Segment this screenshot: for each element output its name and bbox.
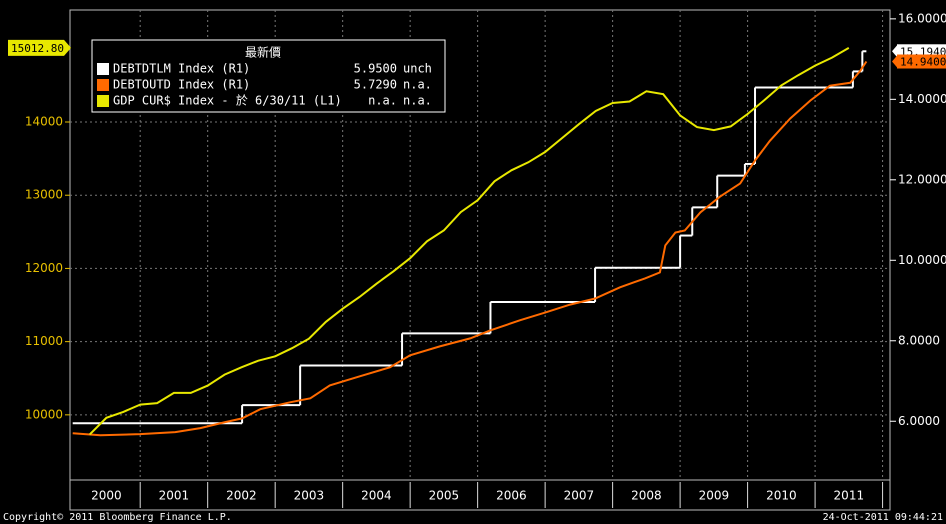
y2-tick-label: 16.0000 [898,11,946,25]
legend-label: DEBTDTLM Index (R1) [113,62,250,76]
legend-title: 最新價 [245,45,281,60]
x-tick-label: 2006 [496,489,527,503]
legend-swatch [97,95,109,107]
x-tick-label: 2001 [159,489,190,503]
y2-tick-label: 14.0000 [898,92,946,106]
x-tick-label: 2011 [834,489,865,503]
y2-tick-label: 8.0000 [898,333,940,347]
y2-tick-label: 12.0000 [898,172,946,186]
series-line [88,47,850,436]
x-tick-label: 2007 [564,489,595,503]
legend-value: 5.9500 [354,62,397,76]
x-tick-label: 2003 [294,489,325,503]
y2-tick-label: 6.0000 [898,414,940,428]
y-tick-label: 10000 [25,407,63,421]
last-value-arrow [892,44,898,59]
x-tick-label: 2009 [699,489,730,503]
legend-value: 5.7290 [354,78,397,92]
x-tick-label: 2008 [631,489,662,503]
legend-swatch [97,63,109,75]
x-tick-label: 2005 [429,489,460,503]
y-tick-label: 14000 [25,115,63,129]
x-tick-label: 2010 [766,489,797,503]
legend-change: n.a. [403,78,432,92]
x-tick-label: 2000 [91,489,122,503]
legend-swatch [97,79,109,91]
grid [65,10,896,508]
legend-label: GDP CUR$ Index - 於 6/30/11 (L1) [113,93,342,108]
series-line [72,60,868,437]
legend-box [91,39,446,113]
legend-change: n.a. [403,94,432,108]
last-value-tag [897,54,946,69]
legend-label: DEBTOUTD Index (R1) [113,78,250,92]
footer-timestamp: 24-Oct-2011 09:44:21 [823,512,943,523]
y-tick-label: 11000 [25,334,63,348]
footer-copyright: Copyright© 2011 Bloomberg Finance L.P. [3,512,232,523]
legend-value: n.a. [368,94,397,108]
lines [72,47,868,437]
last-value-tag [8,39,64,56]
last-value-label: 14.9400 [900,56,946,69]
y2-tick-label: 10.0000 [898,253,946,267]
y-tick-label: 12000 [25,261,63,275]
legend: 最新價 DEBTDTLM Index (R1) 5.9500 unch DEBTOUT… [91,39,446,113]
last-value-arrow [64,39,71,56]
x-tick-label: 2002 [226,489,257,503]
x-tick-label: 2004 [361,489,392,503]
last-value-arrow [892,54,898,69]
y-tick-label: 13000 [25,188,63,202]
x-axis-band [69,479,891,511]
last-value-label: 15012.80 [11,42,64,55]
legend-change: unch [403,62,432,76]
